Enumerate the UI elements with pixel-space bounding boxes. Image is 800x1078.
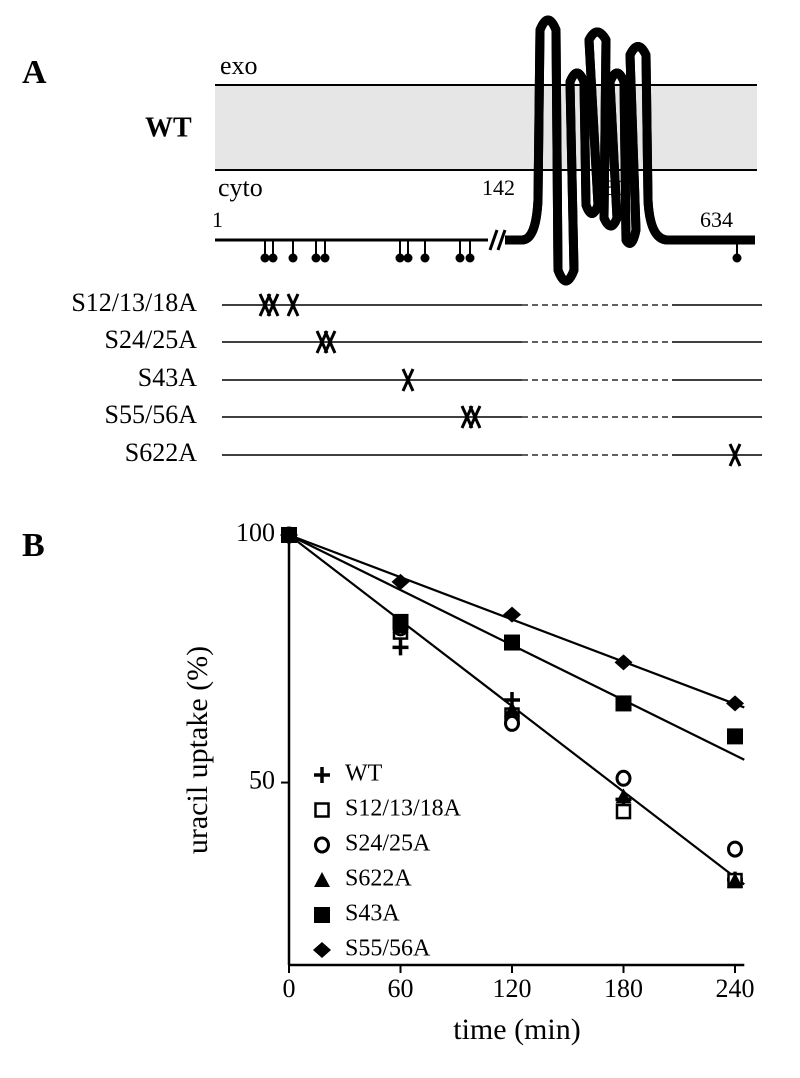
site-head [311,253,321,263]
construct-label: WT [145,112,192,143]
mutant-label: S24/25A [105,325,198,354]
marker-open-circle [314,836,330,854]
mutant-label: S43A [138,363,197,392]
marker-open-circle [615,769,632,787]
marker-triangle [615,788,632,804]
position-label: 634 [700,207,733,232]
membrane [215,85,757,170]
x-tick-label: 180 [604,974,643,1003]
marker-triangle [314,872,330,887]
mutation-mark [728,443,742,467]
position-label: 142 [482,175,515,200]
legend-label: S12/13/18A [345,796,462,822]
mutant-label: S12/13/18A [71,288,197,317]
legend-label: S55/56A [345,936,431,962]
x-tick-label: 60 [388,974,414,1003]
marker-triangle [504,701,520,717]
legend-label: S43A [345,901,400,927]
site-head [320,253,330,263]
panel-label: B [22,527,45,564]
y-tick-label: 100 [236,518,275,547]
legend-label: WT [345,761,383,787]
x-axis-label: time (min) [453,1013,580,1046]
position-label: 1 [212,207,223,232]
mutation-mark [323,330,337,354]
marker-diamond [503,606,521,623]
marker-filled-square [392,613,409,630]
site-head [260,253,270,263]
site-head [465,253,475,263]
x-tick-label: 0 [283,974,296,1003]
site-head [288,253,298,263]
marker-plus [314,767,330,783]
site-head [395,253,405,263]
legend-label: S622A [345,866,412,892]
protein-topology [215,20,755,286]
mutant-label: S622A [125,438,197,467]
marker-diamond [726,695,744,712]
phospho-sites [260,240,742,263]
site-head [732,253,742,263]
marker-triangle [727,872,743,888]
marker-open-circle [504,714,520,732]
x-tick-label: 240 [716,974,755,1003]
marker-filled-square [615,695,632,712]
plot: 50 100 0 60 120 180 240 WT S12/13/18A S24/25A S622… [236,518,755,1003]
marker-filled-square [314,907,330,923]
mutant-label: S55/56A [105,400,198,429]
panel-label: A [22,54,47,91]
cyto-label: cyto [218,173,263,202]
marker-filled-square [504,634,520,651]
exo-label: exo [220,51,258,80]
marker-diamond [391,573,410,590]
y-axis-label: uracil uptake (%) [181,646,214,854]
mutation-mark [468,405,482,429]
marker-plus [392,639,409,656]
site-head [403,253,413,263]
x-tick-label: 120 [493,974,532,1003]
marker-open-circle [727,840,743,858]
marker-open-square [615,803,632,820]
marker-diamond [614,654,633,671]
fit-line [288,533,745,709]
marker-open-square [314,802,330,818]
mutant-rows: S12/13/18A S24/25A S43A S55/56A S622A [71,288,762,467]
mutation-mark [286,293,300,317]
marker-diamond [280,526,298,543]
marker-filled-square [727,728,743,745]
y-tick-label: 50 [249,766,275,795]
site-head [455,253,465,263]
marker-diamond [313,942,331,958]
mutation-mark [266,293,280,317]
legend-label: S24/25A [345,831,431,857]
site-head [420,253,430,263]
site-head [268,253,278,263]
mutation-mark [401,368,415,392]
